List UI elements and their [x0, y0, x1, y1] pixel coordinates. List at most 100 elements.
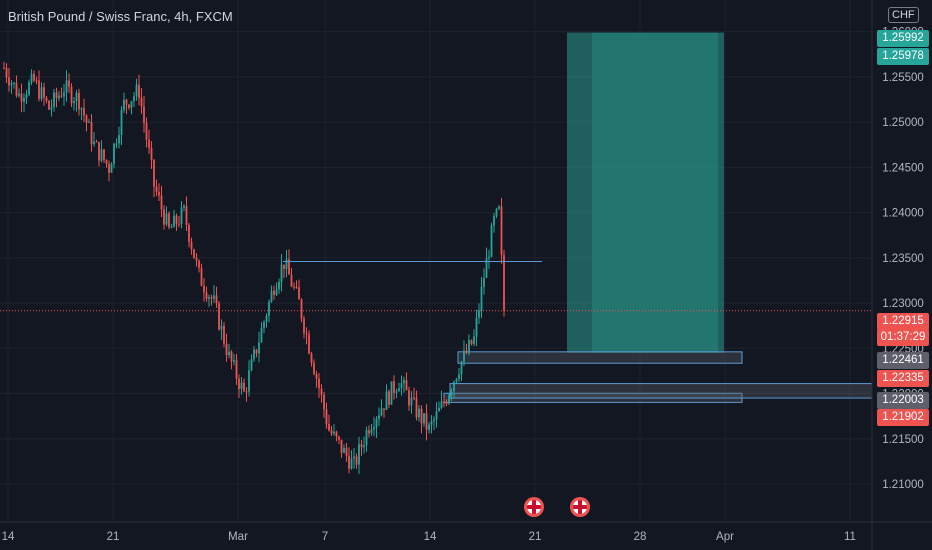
candle-body	[38, 80, 40, 99]
candle-body	[333, 431, 335, 434]
y-tick-label: 1.21500	[882, 434, 924, 446]
time-axis[interactable]: 14 21 Mar 7 14 21 28 Apr 11	[0, 521, 932, 543]
candle-body	[70, 86, 73, 104]
x-tick-label: 21	[529, 531, 542, 543]
candle-body	[450, 391, 453, 396]
candle-body	[343, 447, 345, 453]
candle-body	[128, 104, 130, 108]
candle-body	[238, 378, 240, 389]
candle-body	[253, 349, 255, 360]
candle-body	[35, 80, 38, 82]
candle-body	[358, 444, 360, 465]
candle-body	[93, 141, 95, 145]
candle-body	[200, 267, 203, 286]
candle-body	[443, 401, 445, 404]
price-axis[interactable]: 1.210001.215001.220001.225001.230001.235…	[871, 0, 924, 550]
candle-body	[205, 292, 208, 299]
candle-body	[320, 388, 323, 395]
candle-body	[185, 206, 188, 225]
candle-body	[265, 315, 268, 322]
candle-body	[295, 286, 298, 288]
candle-body	[498, 206, 500, 209]
candle-body	[80, 108, 83, 110]
candle-body	[375, 418, 378, 428]
x-tick-label: Apr	[716, 531, 734, 543]
candle-body	[50, 106, 53, 110]
candle-body	[65, 80, 68, 93]
candle-body	[490, 225, 493, 257]
candle-body	[403, 380, 405, 384]
candle-body	[413, 397, 415, 399]
candle-body	[268, 301, 270, 316]
candle-body	[463, 350, 465, 362]
candle-body	[173, 215, 175, 228]
candle-body	[108, 163, 110, 173]
candle-body	[335, 431, 338, 437]
candle-body	[178, 223, 180, 225]
candle-body	[470, 340, 473, 345]
candle-body	[273, 290, 275, 295]
x-tick-label: 21	[107, 531, 120, 543]
x-tick-label: 14	[424, 531, 437, 543]
candle-body	[430, 421, 433, 425]
drawing-lines	[0, 260, 872, 312]
candle-body	[263, 321, 265, 328]
candle-body	[75, 92, 78, 102]
y-tick-label: 1.23500	[882, 253, 924, 265]
candle-body	[160, 195, 163, 210]
candle-body	[325, 409, 328, 425]
candle-body	[125, 99, 128, 105]
candle-body	[225, 343, 228, 356]
candle-body	[60, 95, 63, 97]
candle-body	[435, 411, 438, 420]
candle-body	[105, 159, 108, 164]
candle-body	[88, 121, 90, 123]
candle-body	[83, 108, 85, 116]
candle-body	[15, 82, 18, 96]
candle-body	[398, 388, 400, 392]
chart-title: British Pound / Swiss Franc, 4h, FXCM	[8, 9, 233, 24]
y-tick-label: 1.25000	[882, 117, 924, 129]
candle-body	[373, 427, 375, 430]
candle-body	[418, 408, 420, 418]
currency-button[interactable]: CHF	[888, 7, 919, 23]
candle-body	[175, 215, 178, 224]
candle-body	[118, 134, 120, 144]
candle-body	[350, 458, 353, 469]
box2-top-label: 1.22003	[877, 392, 929, 409]
candle-body	[365, 430, 368, 446]
candle-body	[153, 159, 155, 187]
candle-body	[423, 413, 425, 424]
candle-body	[440, 401, 443, 408]
candle-body	[138, 84, 140, 99]
candle-body	[353, 456, 355, 459]
candle-body	[25, 94, 28, 99]
y-tick-label: 1.21000	[882, 479, 924, 491]
zone-box	[457, 351, 743, 364]
candle-body	[5, 68, 8, 78]
candle-body	[190, 241, 193, 250]
candle-body	[393, 381, 395, 393]
uk-event-icon[interactable]	[570, 497, 590, 517]
candle-body	[243, 382, 245, 392]
candle-body	[168, 213, 170, 228]
box1-top-label: 1.22461	[877, 352, 929, 369]
candle-body	[300, 299, 303, 319]
candle-body	[290, 274, 293, 287]
candle-body	[275, 289, 278, 295]
candle-body	[235, 360, 238, 379]
candle-body	[388, 391, 390, 405]
candle-body	[85, 115, 88, 123]
candle-body	[390, 381, 393, 405]
candle-body	[370, 429, 373, 434]
candle-body	[475, 317, 478, 337]
candle-body	[63, 92, 65, 97]
uk-event-icon[interactable]	[524, 497, 544, 517]
x-tick-label: Mar	[228, 531, 248, 543]
y-tick-label: 1.25500	[882, 72, 924, 84]
candle-body	[215, 295, 218, 304]
box1-bottom-label: 1.22335	[877, 370, 929, 387]
candle-body	[278, 281, 280, 290]
candle-body	[90, 121, 93, 145]
